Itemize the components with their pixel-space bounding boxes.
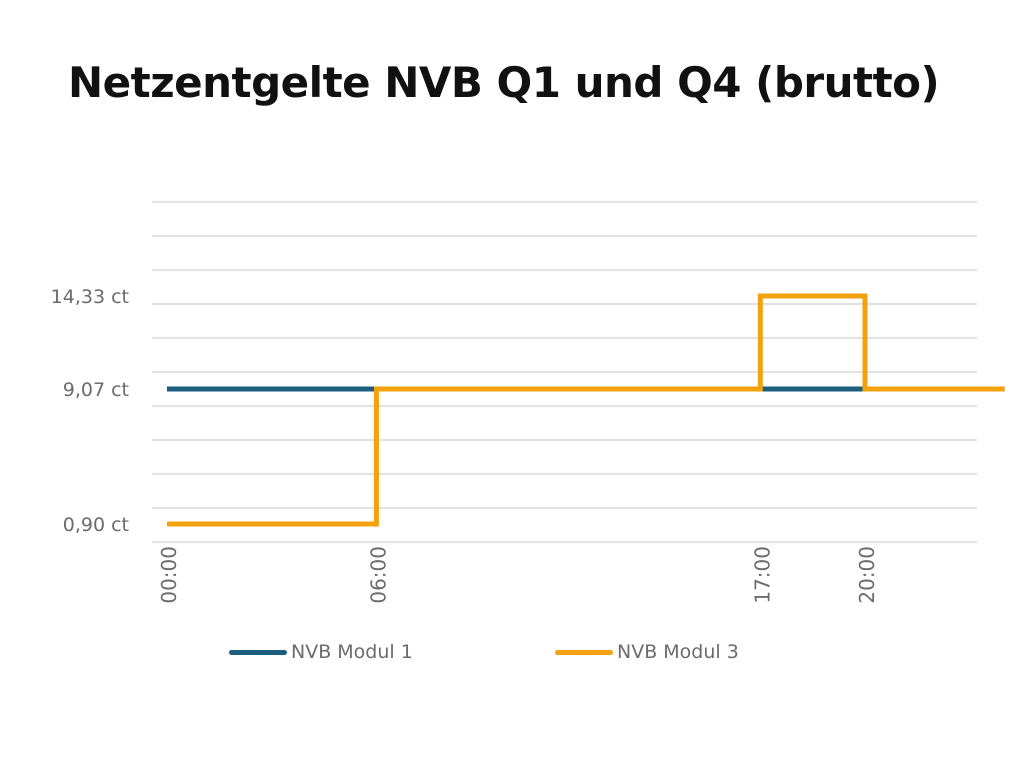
- legend-label-series-0: NVB Modul 1: [291, 641, 413, 663]
- legend-item-series-0: NVB Modul 1: [229, 641, 413, 663]
- series-lines: [167, 293, 1005, 527]
- y-tick-label: 14,33 ct: [51, 286, 129, 308]
- y-tick-label: 0,90 ct: [63, 514, 129, 536]
- legend-item-series-1: NVB Modul 3: [555, 641, 739, 663]
- legend-swatch-series-0: [229, 649, 287, 655]
- x-tick-label: 00:00: [157, 546, 181, 604]
- y-axis-labels: 14,33 ct 9,07 ct 0,90 ct: [51, 286, 129, 536]
- legend-swatch-series-1: [555, 649, 613, 655]
- y-tick-label: 9,07 ct: [63, 379, 129, 401]
- legend-label-series-1: NVB Modul 3: [617, 641, 739, 663]
- x-axis-labels: 00:00 06:00 17:00 20:00: [157, 546, 879, 604]
- x-tick-label: 17:00: [750, 546, 774, 604]
- chart-title: Netzentgelte NVB Q1 und Q4 (brutto): [68, 58, 940, 107]
- chart-plot: 14,33 ct 9,07 ct 0,90 ct 00:00 06:00 17:00 20…: [51, 201, 1005, 604]
- series-line-1: [167, 293, 1005, 527]
- x-tick-label: 06:00: [366, 546, 390, 604]
- legend: NVB Modul 1 NVB Modul 3: [0, 641, 1024, 669]
- gridlines: [152, 201, 977, 543]
- x-tick-label: 20:00: [855, 546, 879, 604]
